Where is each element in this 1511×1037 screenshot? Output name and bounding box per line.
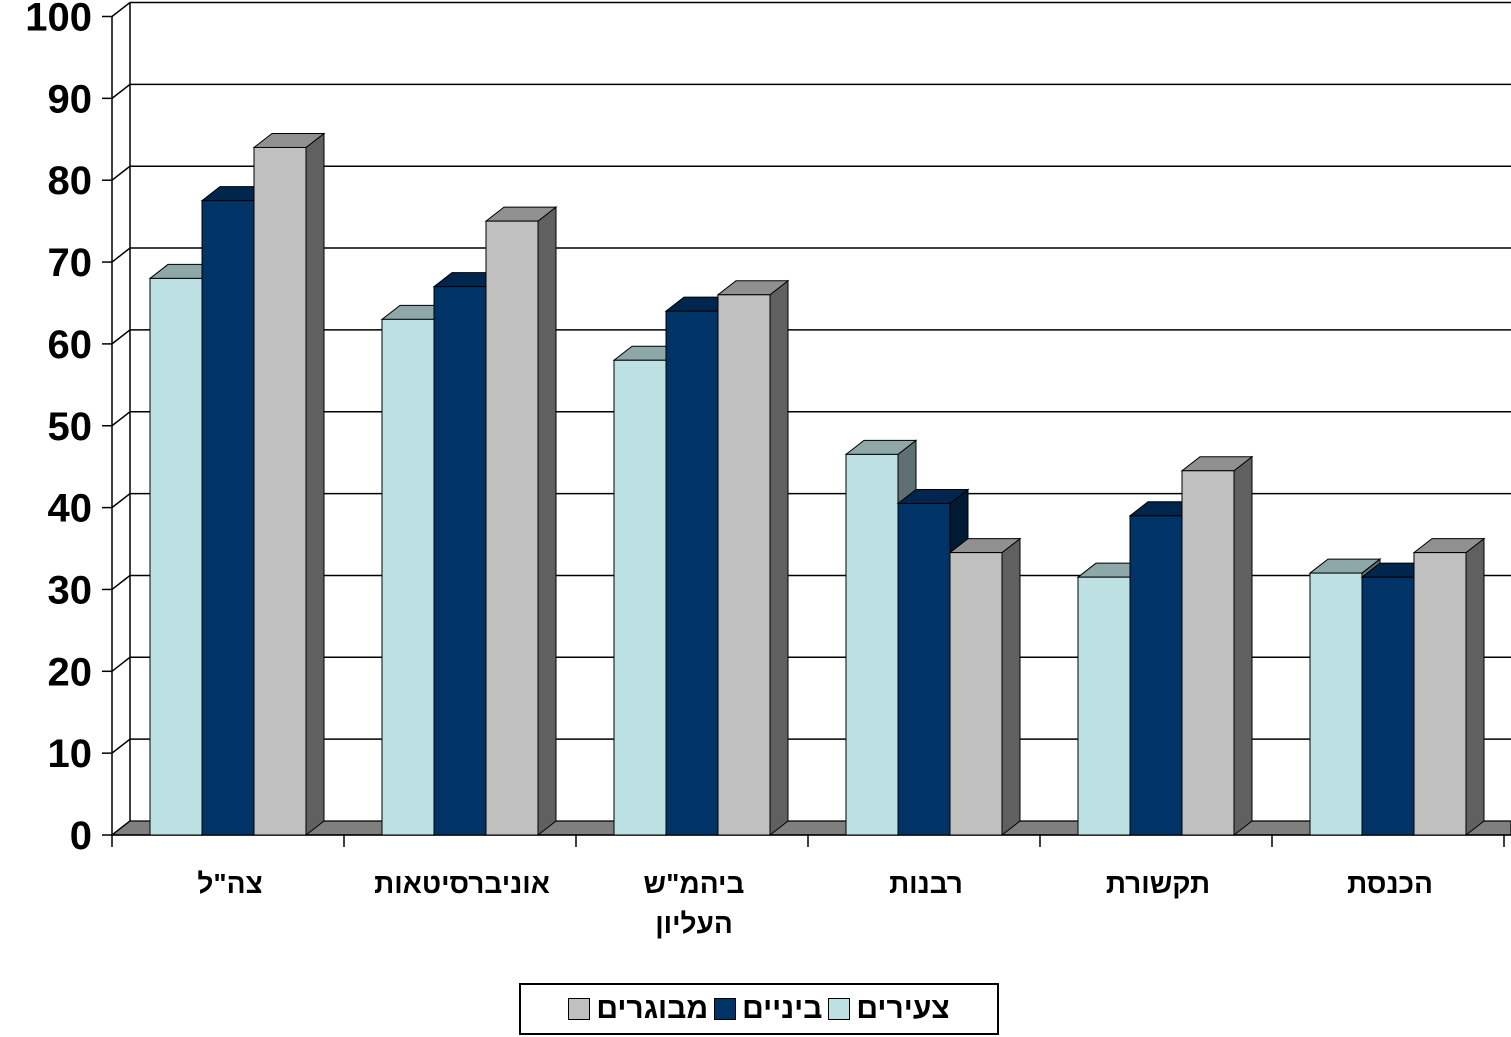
- bar-front: [665, 310, 719, 836]
- y-tick-label: 70: [48, 241, 93, 285]
- bar-side: [769, 279, 789, 837]
- bar-front: [717, 294, 771, 836]
- bar: [716, 279, 790, 837]
- bar: [484, 206, 558, 837]
- y-tick-label: 60: [48, 323, 93, 367]
- legend-swatch: [568, 998, 591, 1020]
- bar-front: [845, 453, 899, 836]
- category-label: רבנות: [889, 868, 963, 899]
- bar-front: [201, 200, 255, 836]
- bar-front: [1181, 470, 1235, 836]
- wall-connector: [111, 656, 131, 672]
- y-tick-label: 30: [48, 568, 93, 612]
- y-tick-label: 90: [48, 77, 93, 121]
- bar-front: [1413, 552, 1467, 836]
- bar-front: [1309, 572, 1363, 836]
- legend-label: צעירים: [856, 992, 950, 1025]
- legend-item: צעירים: [828, 992, 950, 1026]
- legend: צעירים ביניים מבוגרים: [519, 983, 999, 1035]
- wall-connector: [111, 247, 131, 263]
- axes: [102, 15, 1511, 847]
- y-tick-label: 50: [48, 405, 93, 449]
- legend-label: מבוגרים: [596, 992, 709, 1025]
- bar-front: [485, 220, 539, 836]
- legend-label: ביניים: [742, 992, 823, 1025]
- bar-front: [1361, 576, 1415, 836]
- bar-front: [1077, 576, 1131, 836]
- bar-chart: 0 10 20 30 40 50 60 70 80 90 100 צה"ל אוניברסיטאות בי…: [25, 0, 1511, 939]
- y-tick-label: 40: [48, 487, 93, 531]
- category-label: ביהמ"ש העליון: [644, 868, 745, 939]
- bar: [1180, 455, 1254, 837]
- category-label: תקשורת: [1106, 868, 1210, 899]
- y-tick-label: 80: [48, 159, 93, 203]
- bar-front: [613, 359, 667, 836]
- bar-side: [537, 206, 557, 837]
- bar-side: [305, 132, 325, 837]
- bar-front: [381, 318, 435, 836]
- bar-front: [897, 503, 951, 836]
- bar-side: [1465, 537, 1485, 837]
- bar: [948, 537, 1022, 837]
- wall-connector: [111, 738, 131, 754]
- labels: 0 10 20 30 40 50 60 70 80 90 100 צה"ל אוניברסיטאות בי…: [25, 0, 1433, 939]
- legend-swatch: [714, 998, 737, 1020]
- category-label: צה"ל: [197, 868, 262, 899]
- bar-front: [949, 552, 1003, 836]
- gridlines: [111, 1, 1511, 836]
- category-label: אוניברסיטאות: [374, 868, 550, 899]
- y-tick-label: 100: [25, 0, 92, 40]
- wall-connector: [111, 165, 131, 181]
- bar-front: [433, 286, 487, 836]
- bar: [1412, 537, 1486, 837]
- y-tick-label: 10: [48, 732, 93, 776]
- bar-front: [1129, 515, 1183, 836]
- bar-front: [149, 277, 203, 836]
- bar-side: [1233, 455, 1253, 837]
- legend-swatch: [828, 998, 851, 1020]
- bar-front: [253, 146, 307, 836]
- bars: [148, 132, 1486, 837]
- y-tick-label: 0: [70, 814, 92, 858]
- legend-item: ביניים: [714, 992, 822, 1026]
- legend-item: מבוגרים: [568, 992, 708, 1026]
- wall-connector: [111, 1, 131, 18]
- wall-connector: [111, 83, 131, 99]
- bar: [252, 132, 326, 837]
- wall-connector: [111, 329, 131, 345]
- wall-connector: [111, 493, 131, 509]
- bar-side: [1001, 537, 1021, 837]
- wall-connector: [111, 574, 131, 591]
- wall-connector: [111, 411, 131, 427]
- category-label: הכנסת: [1347, 868, 1433, 899]
- y-tick-label: 20: [48, 650, 93, 694]
